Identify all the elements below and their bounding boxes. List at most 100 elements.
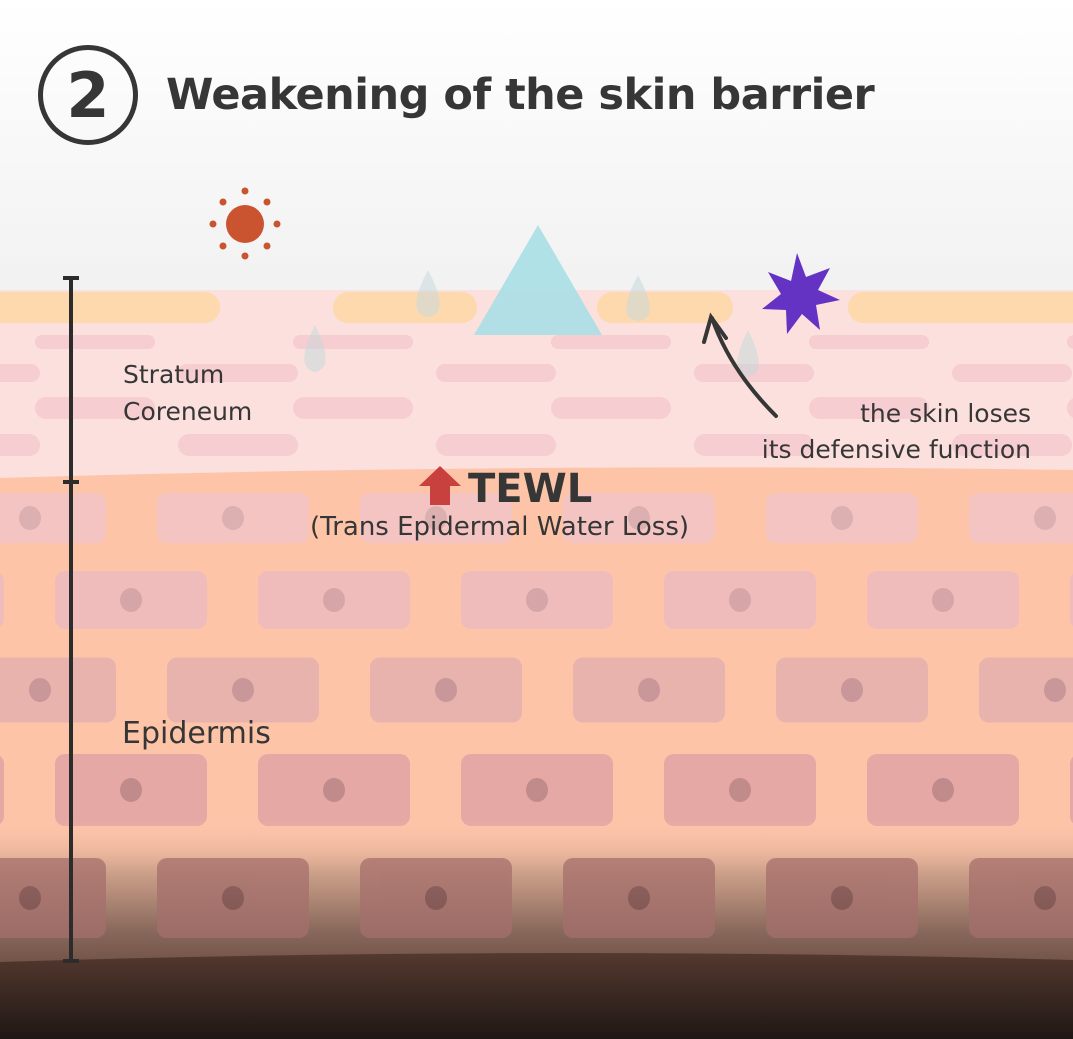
triangle-irritant-icon <box>474 225 602 335</box>
cell-nucleus <box>1044 678 1066 702</box>
cell-nucleus <box>932 588 954 612</box>
cell-nucleus <box>841 678 863 702</box>
annotation-text: the skin loses its defensive function <box>762 396 1031 468</box>
skin-cell <box>461 571 613 629</box>
skin-cell <box>573 657 725 723</box>
skin-cell <box>157 858 309 938</box>
cell-nucleus <box>932 778 954 802</box>
skin-cell <box>867 571 1019 629</box>
cell-nucleus <box>526 778 548 802</box>
corneocyte <box>809 335 929 349</box>
cell-nucleus <box>425 506 447 530</box>
lipid-layer <box>0 292 220 323</box>
skin-cell <box>1070 573 1073 627</box>
sun-icon <box>209 187 281 260</box>
water-drop-icon <box>304 325 326 372</box>
corneocyte <box>436 364 556 382</box>
corneocyte <box>551 335 671 349</box>
cell-nucleus <box>729 588 751 612</box>
cell-nucleus <box>222 886 244 910</box>
skin-cell <box>360 493 512 543</box>
cell-nucleus <box>1034 886 1056 910</box>
corneocyte <box>1067 398 1073 418</box>
corneocyte <box>0 364 40 382</box>
lipid-layer <box>848 292 1073 323</box>
skin-cell <box>563 858 715 938</box>
cell-nucleus <box>526 588 548 612</box>
cell-nucleus <box>831 506 853 530</box>
corneocyte <box>809 397 929 419</box>
cell-nucleus <box>729 778 751 802</box>
skin-cell <box>766 493 918 543</box>
skin-cell <box>0 657 116 723</box>
corneocyte <box>436 434 556 456</box>
cell-nucleus <box>425 886 447 910</box>
cell-nucleus <box>638 678 660 702</box>
epidermis-label: Epidermis <box>122 716 271 751</box>
cell-nucleus <box>232 678 254 702</box>
cell-nucleus <box>29 678 51 702</box>
cell-nucleus <box>120 588 142 612</box>
skin-cell <box>766 858 918 938</box>
page-title: Weakening of the skin barrier <box>166 70 875 120</box>
cell-nucleus <box>1034 506 1056 530</box>
corneocyte <box>178 434 298 456</box>
skin-cell <box>867 754 1019 826</box>
skin-cell <box>0 493 106 543</box>
skin-cell <box>1070 756 1073 824</box>
skin-cell <box>563 493 715 543</box>
skin-cell <box>167 657 319 723</box>
corneocyte <box>952 364 1072 382</box>
skin-cell <box>258 571 410 629</box>
skin-cell <box>664 754 816 826</box>
step-number: 2 <box>66 58 110 132</box>
cell-nucleus <box>120 778 142 802</box>
skin-cell <box>0 858 106 938</box>
annotation-line2: its defensive function <box>761 435 1031 464</box>
corneocyte <box>178 364 298 382</box>
corneocyte <box>0 434 40 456</box>
skin-cell <box>776 657 928 723</box>
skin-cell <box>969 858 1073 938</box>
cell-nucleus <box>19 886 41 910</box>
skin-cell <box>157 493 309 543</box>
skin-cell <box>0 573 4 627</box>
skin-cell <box>664 571 816 629</box>
cell-nucleus <box>435 678 457 702</box>
curved-arrow-icon <box>702 312 778 418</box>
cell-nucleus <box>323 778 345 802</box>
tewl-description: (Trans Epidermal Water Loss) <box>310 512 690 542</box>
skin-cell <box>461 754 613 826</box>
skin-cell <box>979 657 1073 723</box>
arrow-up-icon <box>419 466 461 505</box>
stratum-label-line1: Stratum <box>123 360 225 389</box>
skin-cell <box>55 754 207 826</box>
skin-cell <box>370 657 522 723</box>
skin-cell <box>55 571 207 629</box>
water-drop-icon <box>737 330 759 377</box>
corneocyte <box>35 335 155 349</box>
corneocyte <box>35 397 155 419</box>
cell-nucleus <box>628 506 650 530</box>
skin-cell <box>969 493 1073 543</box>
stratum-label-line2: Coreneum <box>123 397 253 426</box>
corneocyte <box>1067 335 1073 349</box>
skin-cell <box>0 756 4 824</box>
corneocyte <box>293 397 413 419</box>
cell-nucleus <box>323 588 345 612</box>
water-drop-icon <box>416 270 440 317</box>
skin-cell <box>258 754 410 826</box>
tewl-label: TEWL <box>468 466 593 512</box>
lipid-layer <box>333 292 477 323</box>
star-allergen-icon <box>762 253 840 334</box>
stratum-corneum-label: Stratum Coreneum <box>123 356 252 430</box>
cell-nucleus <box>19 506 41 530</box>
annotation-line1: the skin loses <box>860 399 1031 428</box>
skin-cell <box>360 858 512 938</box>
layer-scale-bar <box>63 276 79 963</box>
cell-nucleus <box>628 886 650 910</box>
cell-nucleus <box>222 506 244 530</box>
corneocyte <box>952 434 1072 456</box>
water-drop-icon <box>626 275 650 321</box>
